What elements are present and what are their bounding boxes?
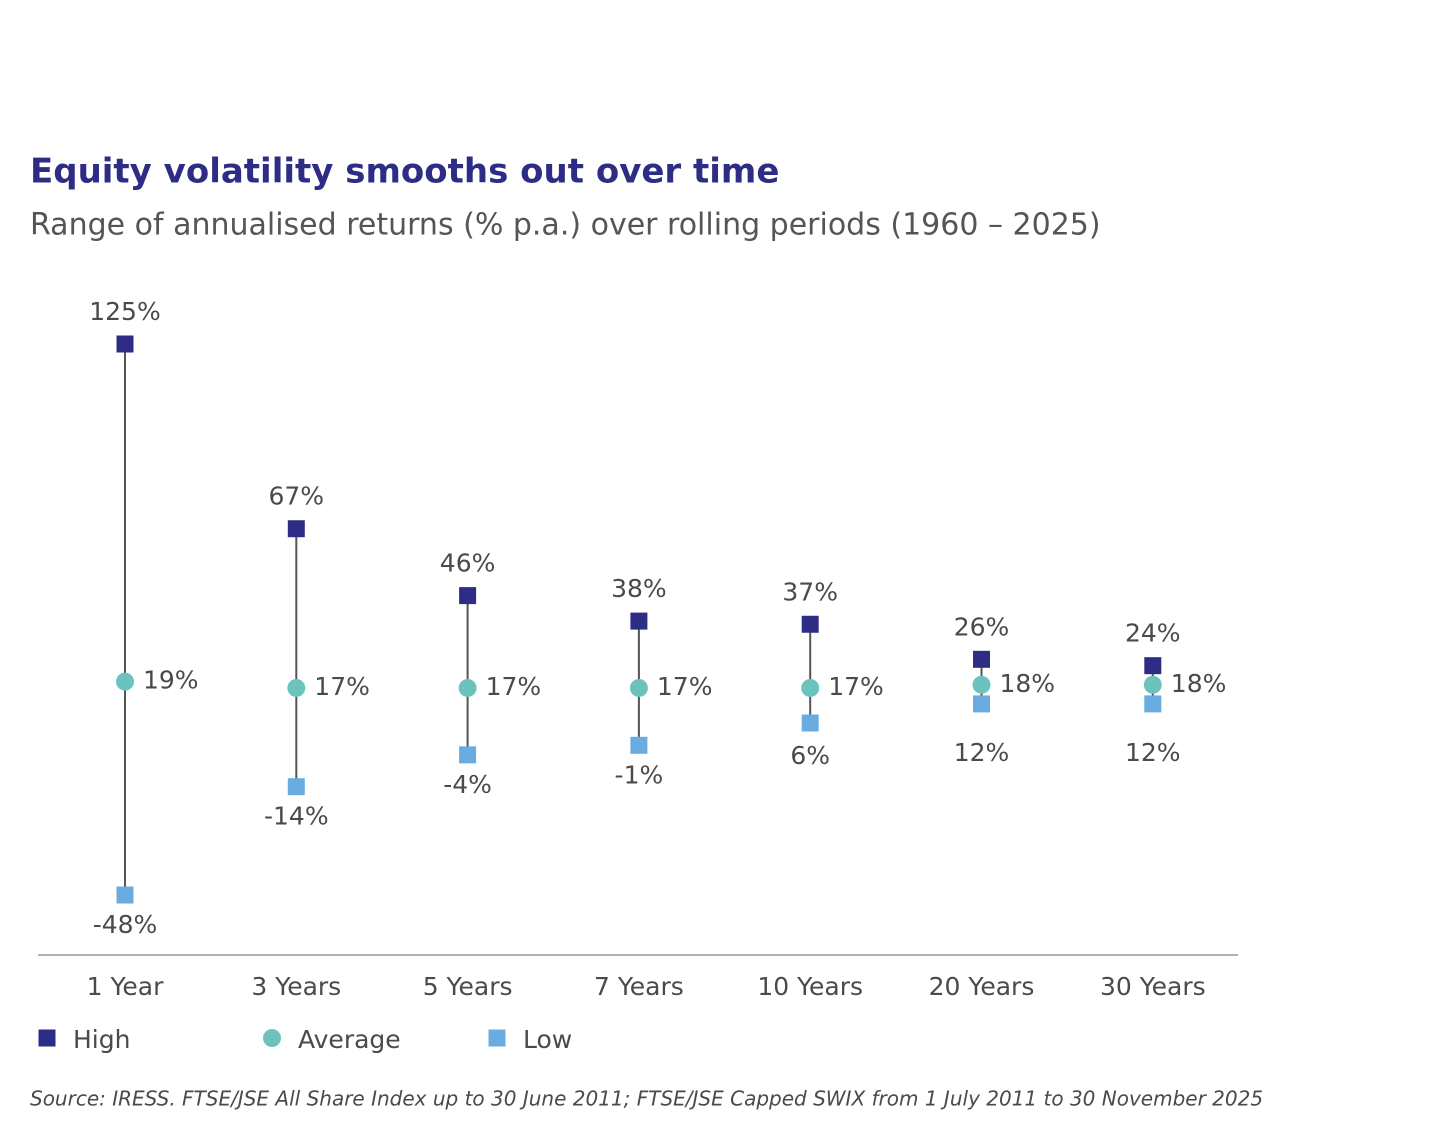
high-marker xyxy=(287,520,305,538)
chart-subtitle: Range of annualised returns (% p.a.) ove… xyxy=(30,208,1101,243)
high-label: 125% xyxy=(89,297,160,326)
legend-marker xyxy=(488,1029,506,1047)
low-marker xyxy=(459,746,477,764)
high-label: 38% xyxy=(611,574,667,603)
x-tick-label: 3 Years xyxy=(251,972,341,1001)
x-tick-label: 20 Years xyxy=(929,972,1035,1001)
legend-label: High xyxy=(73,1025,130,1054)
average-label: 17% xyxy=(314,672,370,701)
low-label: 6% xyxy=(790,741,830,770)
low-label: -1% xyxy=(615,760,664,789)
average-label: 17% xyxy=(486,672,542,701)
chart-title: Equity volatility smooths out over time xyxy=(30,152,779,192)
average-label: 18% xyxy=(1000,669,1056,698)
legend-label: Low xyxy=(523,1025,572,1054)
average-marker xyxy=(116,672,134,691)
average-label: 17% xyxy=(828,672,884,701)
low-label: -14% xyxy=(264,802,329,831)
x-tick-label: 1 Year xyxy=(87,972,165,1001)
legend-marker xyxy=(263,1029,281,1047)
high-label: 67% xyxy=(269,482,325,511)
high-marker xyxy=(459,587,477,605)
high-label: 37% xyxy=(782,577,838,606)
low-label: -4% xyxy=(443,770,492,799)
high-marker xyxy=(116,335,134,353)
average-marker xyxy=(801,678,820,697)
high-marker xyxy=(801,615,819,633)
average-marker xyxy=(287,678,306,697)
high-label: 46% xyxy=(440,549,496,578)
low-marker xyxy=(973,695,990,713)
high-label: 24% xyxy=(1125,619,1181,648)
high-marker xyxy=(1144,657,1162,675)
x-tick-label: 7 Years xyxy=(594,972,684,1001)
average-marker xyxy=(1143,675,1162,694)
high-marker xyxy=(973,650,990,668)
legend-marker xyxy=(38,1029,56,1047)
average-marker xyxy=(972,675,991,694)
average-label: 17% xyxy=(657,672,713,701)
average-marker xyxy=(458,678,477,697)
x-tick-label: 5 Years xyxy=(423,972,513,1001)
source-note: Source: IRESS. FTSE/JSE All Share Index … xyxy=(30,1087,1263,1111)
low-label: 12% xyxy=(1125,738,1181,767)
x-tick-label: 10 Years xyxy=(757,972,863,1001)
average-marker xyxy=(629,678,648,697)
low-marker xyxy=(801,714,819,732)
average-label: 19% xyxy=(143,666,199,695)
low-label: -48% xyxy=(93,910,158,939)
low-marker xyxy=(116,886,134,904)
x-tick-label: 30 Years xyxy=(1100,972,1206,1001)
low-label: 12% xyxy=(954,738,1010,767)
low-marker xyxy=(1144,695,1162,713)
legend-label: Average xyxy=(298,1025,401,1054)
high-marker xyxy=(630,612,648,630)
average-label: 18% xyxy=(1171,669,1227,698)
high-label: 26% xyxy=(954,612,1010,641)
low-marker xyxy=(287,778,305,796)
low-marker xyxy=(630,736,648,754)
